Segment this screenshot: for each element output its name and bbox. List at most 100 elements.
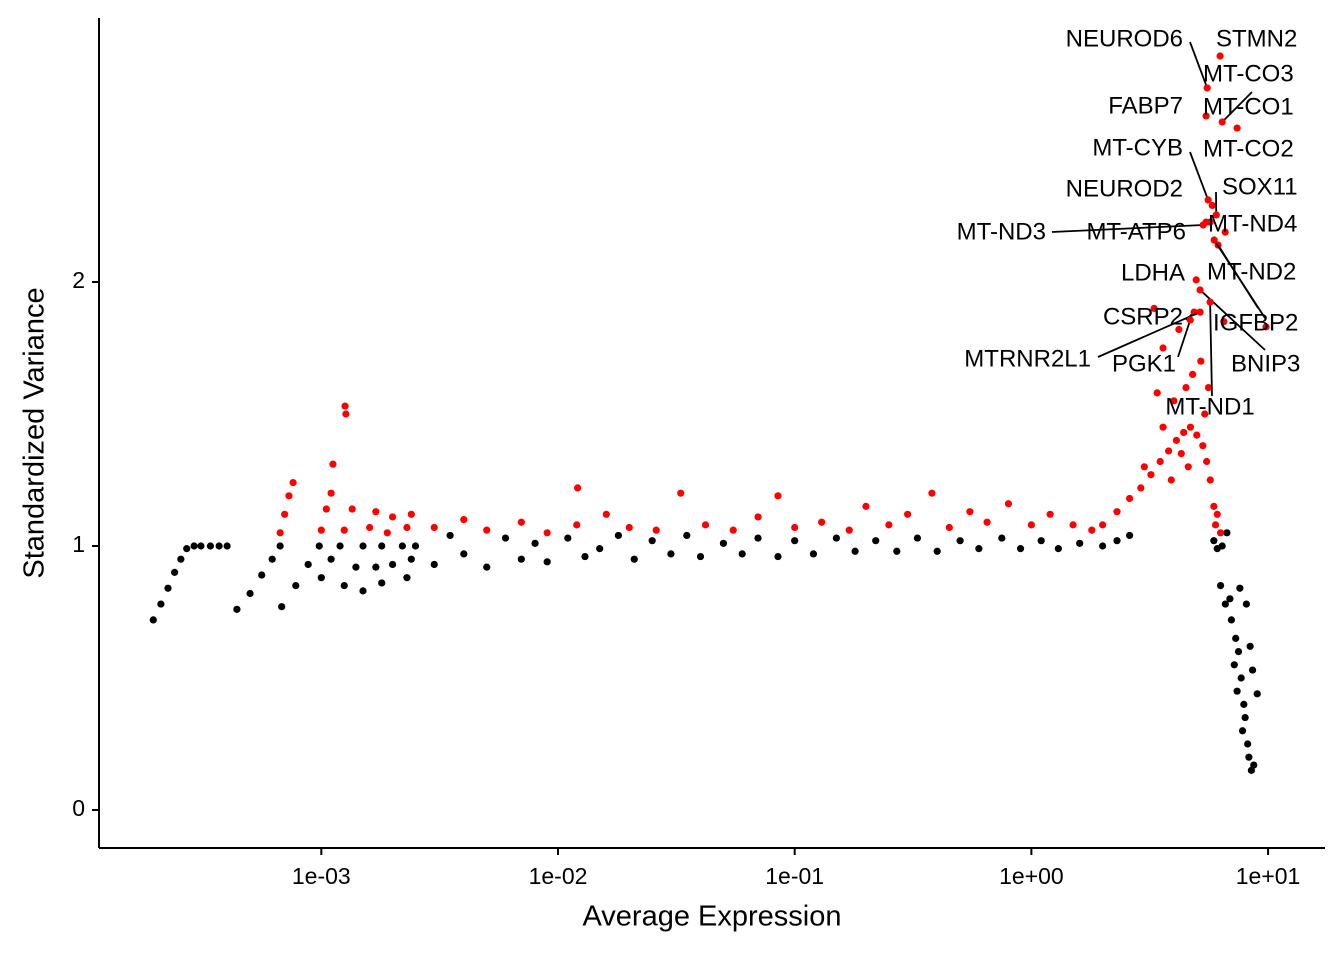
labelled-point xyxy=(1208,201,1216,210)
labelled-point xyxy=(1202,112,1210,120)
gene-label: IGFBP2 xyxy=(1213,309,1298,336)
labelled-point xyxy=(1221,228,1229,236)
point xyxy=(1240,700,1248,708)
point xyxy=(327,489,335,497)
point xyxy=(292,581,300,590)
point xyxy=(1186,423,1195,431)
point xyxy=(1099,542,1107,550)
labelled-point xyxy=(1233,124,1241,132)
point xyxy=(893,547,901,555)
point xyxy=(1230,661,1238,669)
point xyxy=(157,600,165,608)
leader-line xyxy=(1051,224,1204,233)
labelled-point xyxy=(1206,298,1214,306)
leader-line xyxy=(1213,239,1266,319)
point xyxy=(1076,539,1084,547)
gene-label: FABP7 xyxy=(1108,92,1183,119)
point xyxy=(206,542,215,550)
x-tick-label: 1e-01 xyxy=(765,863,824,889)
point xyxy=(1175,325,1183,334)
gene-label: MT-CO1 xyxy=(1203,93,1294,120)
point xyxy=(341,402,349,410)
point xyxy=(754,534,762,542)
point xyxy=(197,542,205,550)
point xyxy=(164,584,172,592)
point xyxy=(862,502,870,510)
leader-line xyxy=(1189,151,1209,201)
point xyxy=(1046,510,1054,518)
point xyxy=(1054,545,1062,553)
point xyxy=(372,563,380,571)
point xyxy=(1242,600,1251,608)
point xyxy=(1165,447,1173,455)
point xyxy=(317,526,325,534)
x-tick-label: 1e+01 xyxy=(1236,863,1301,889)
gene-label: SOX11 xyxy=(1222,173,1298,200)
point xyxy=(729,526,737,534)
point xyxy=(348,505,356,513)
leader-line xyxy=(1209,302,1213,397)
point xyxy=(998,534,1006,542)
point xyxy=(407,555,415,563)
point xyxy=(1159,423,1167,431)
point xyxy=(378,542,386,550)
point xyxy=(928,489,936,497)
x-tick-label: 1e-02 xyxy=(529,863,588,889)
point xyxy=(1069,521,1077,529)
leader-line xyxy=(1189,41,1209,89)
point xyxy=(754,513,762,521)
point xyxy=(1248,666,1257,674)
point xyxy=(1182,383,1190,392)
point xyxy=(945,523,953,532)
point xyxy=(517,518,525,526)
point xyxy=(543,558,551,566)
point xyxy=(832,534,840,542)
labelled-point xyxy=(1212,211,1220,219)
labelled-point xyxy=(1216,52,1224,60)
point xyxy=(407,510,415,518)
point xyxy=(648,537,656,545)
point xyxy=(1210,537,1218,545)
point xyxy=(483,526,491,534)
point xyxy=(276,542,284,550)
gene-label: MT-ND3 xyxy=(957,218,1046,245)
point xyxy=(383,529,391,537)
point xyxy=(233,605,241,613)
point xyxy=(531,539,539,547)
point xyxy=(1153,389,1161,397)
labelled-point xyxy=(1196,286,1204,294)
labelled-point xyxy=(1210,236,1218,244)
point xyxy=(1241,713,1249,722)
point xyxy=(327,555,335,563)
point xyxy=(1180,428,1188,437)
point xyxy=(956,537,964,545)
point xyxy=(1037,537,1045,545)
point xyxy=(1159,344,1167,352)
point xyxy=(719,539,728,547)
point xyxy=(190,542,198,550)
point xyxy=(317,574,325,582)
point xyxy=(1245,753,1253,761)
point xyxy=(388,513,397,521)
point xyxy=(596,545,604,553)
point xyxy=(1232,634,1240,642)
point xyxy=(667,550,675,558)
point xyxy=(543,529,551,537)
y-tick-label: 0 xyxy=(72,795,85,821)
point xyxy=(1197,357,1205,365)
gene-label: PGK1 xyxy=(1112,350,1176,377)
y-tick-label: 2 xyxy=(72,267,85,293)
point xyxy=(1237,674,1245,682)
point xyxy=(340,581,348,590)
point xyxy=(1221,600,1229,608)
point xyxy=(774,492,782,500)
point xyxy=(517,555,525,563)
point xyxy=(278,603,286,611)
point xyxy=(315,542,323,550)
leader-line xyxy=(1177,319,1192,358)
point xyxy=(1227,616,1236,624)
gene-label: NEUROD2 xyxy=(1066,175,1183,202)
point xyxy=(573,521,581,529)
point xyxy=(149,616,157,624)
